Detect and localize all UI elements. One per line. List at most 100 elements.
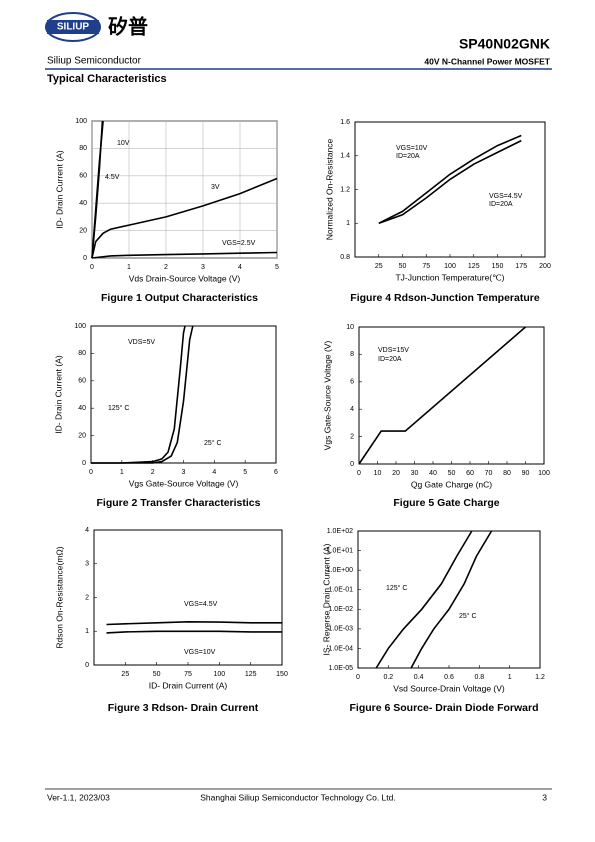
y-axis-label: Normalized On-Resistance [324, 138, 334, 240]
y-tick-label: 1.0E+01 [327, 547, 353, 554]
x-tick-label: 90 [522, 470, 530, 477]
x-tick-label: 25 [375, 263, 383, 270]
y-tick-label: 1.6 [340, 119, 350, 126]
curve-label: 3V [211, 184, 220, 191]
x-tick-label: 2 [164, 264, 168, 271]
x-tick-label: 0.2 [383, 674, 393, 681]
x-tick-label: 0 [356, 674, 360, 681]
y-tick-label: 1.4 [340, 153, 350, 160]
plot-frame [357, 530, 541, 669]
y-tick-label: 1.0E+02 [327, 528, 353, 535]
x-tick-label: 10 [374, 470, 382, 477]
x-tick-label: 70 [485, 470, 493, 477]
y-axis-label: IS- Reverse Drain Current (A) [321, 543, 331, 655]
chart-title: Figure 2 Transfer Characteristics [97, 497, 261, 509]
x-tick-label: 0 [89, 469, 93, 476]
x-tick-label: 75 [184, 671, 192, 678]
x-tick-label: 0 [357, 470, 361, 477]
curve-label: VGS=4.5V [184, 601, 218, 608]
curve [91, 251, 278, 259]
x-tick-label: 0.8 [474, 674, 484, 681]
chart-title: Figure 1 Output Characteristics [101, 292, 258, 304]
x-tick-label: 60 [466, 470, 474, 477]
x-tick-label: 80 [503, 470, 511, 477]
annotation: VDS=5V [128, 339, 155, 346]
x-tick-label: 100 [538, 470, 550, 477]
x-tick-label: 3 [201, 264, 205, 271]
brand-cn: 矽普 [108, 14, 148, 38]
curve-label: 10V [117, 140, 130, 147]
y-tick-label: 40 [78, 405, 86, 412]
curve [91, 325, 194, 464]
x-axis-label: Vsd Source-Drain Voltage (V) [393, 683, 505, 693]
x-tick-label: 25 [121, 671, 129, 678]
y-tick-label: 1 [85, 628, 89, 635]
y-axis-label: ID- Drain Current (A) [54, 150, 64, 229]
section-title: Typical Characteristics [47, 73, 167, 85]
x-tick-label: 100 [213, 671, 225, 678]
curve-condition: ID=20A [489, 201, 513, 208]
x-tick-label: 50 [448, 470, 456, 477]
chart-title: Figure 6 Source- Drain Diode Forward [349, 702, 538, 714]
x-axis-label: ID- Drain Current (A) [149, 680, 228, 690]
x-tick-label: 4 [212, 469, 216, 476]
y-tick-label: 80 [79, 145, 87, 152]
x-tick-label: 125 [468, 263, 480, 270]
x-tick-label: 2 [151, 469, 155, 476]
logo-text: SILIUP [57, 22, 90, 33]
x-tick-label: 50 [399, 263, 407, 270]
y-tick-label: 20 [79, 227, 87, 234]
x-tick-label: 100 [444, 263, 456, 270]
part-number: SP40N02GNK [459, 36, 550, 52]
x-tick-label: 30 [411, 470, 419, 477]
chart-title: Figure 4 Rdson-Junction Temperature [350, 292, 540, 304]
x-tick-label: 150 [276, 671, 288, 678]
y-tick-label: 80 [78, 350, 86, 357]
y-tick-label: 1.0E+00 [327, 567, 353, 574]
y-tick-label: 100 [75, 118, 87, 125]
x-tick-label: 1 [120, 469, 124, 476]
y-tick-label: 100 [74, 323, 86, 330]
x-axis-label: Qg Gate Charge (nC) [411, 479, 492, 489]
company: Siliup Semiconductor [47, 56, 142, 67]
y-tick-label: 2 [350, 433, 354, 440]
curve-label: 25° C [204, 439, 222, 447]
y-tick-label: 0 [350, 461, 354, 468]
footer-version: Ver-1.1, 2023/03 [47, 792, 110, 802]
chart-title: Figure 3 Rdson- Drain Current [108, 702, 259, 714]
x-tick-label: 5 [275, 264, 279, 271]
y-axis-label: Vgs Gate-Source Voltage (V) [322, 341, 332, 451]
y-tick-label: 0.8 [340, 254, 350, 261]
footer-company: Shanghai Siliup Semiconductor Technology… [200, 792, 395, 802]
y-tick-label: 4 [350, 406, 354, 413]
x-tick-label: 175 [515, 263, 527, 270]
x-axis-label: TJ-Junction Temperature(℃) [395, 272, 504, 282]
y-tick-label: 1.0E-03 [328, 626, 353, 633]
y-tick-label: 1 [346, 220, 350, 227]
x-tick-label: 150 [492, 263, 504, 270]
y-tick-label: 3 [85, 561, 89, 568]
x-axis-label: Vgs Gate-Source Voltage (V) [129, 478, 239, 488]
curve-label: VGS=10V [396, 145, 428, 152]
x-tick-label: 1 [127, 264, 131, 271]
curve-label: VGS=4.5V [489, 193, 523, 200]
y-tick-label: 1.0E-02 [328, 606, 353, 613]
curve-label: 125° C [386, 584, 407, 592]
x-tick-label: 125 [245, 671, 257, 678]
x-tick-label: 4 [238, 264, 242, 271]
y-tick-label: 60 [78, 378, 86, 385]
x-tick-label: 6 [274, 469, 278, 476]
y-tick-label: 1.0E-01 [328, 587, 353, 594]
curve [91, 120, 104, 259]
curve [358, 326, 527, 465]
x-tick-label: 50 [153, 671, 161, 678]
y-axis-label: Rdson On-Resistance(mΩ) [54, 546, 64, 648]
x-tick-label: 20 [392, 470, 400, 477]
curve [375, 530, 473, 669]
x-tick-label: 0.4 [414, 674, 424, 681]
chart-title: Figure 5 Gate Charge [393, 497, 499, 509]
y-tick-label: 2 [85, 594, 89, 601]
x-tick-label: 40 [429, 470, 437, 477]
